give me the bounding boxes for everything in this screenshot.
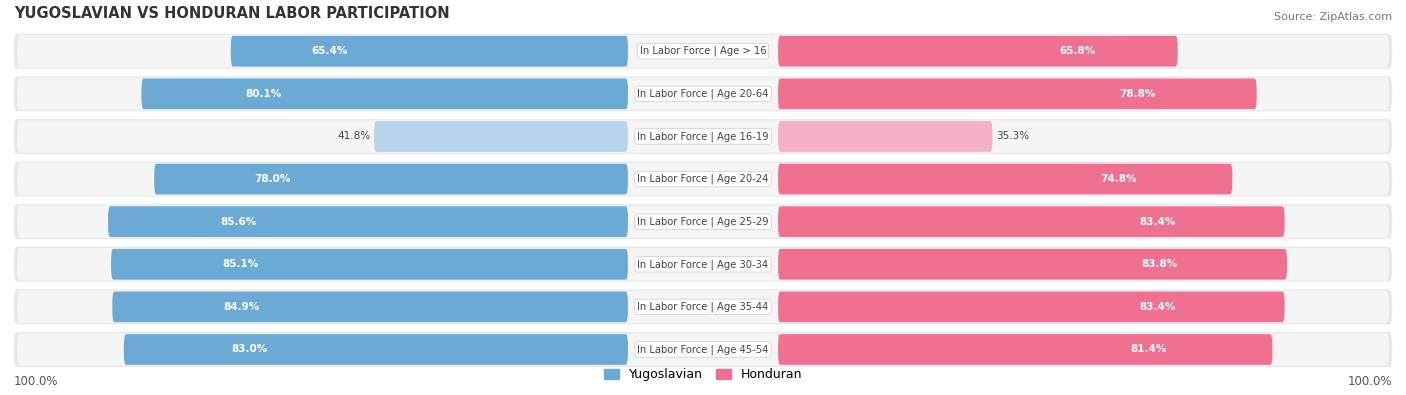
FancyBboxPatch shape — [778, 79, 1257, 109]
FancyBboxPatch shape — [111, 249, 628, 280]
FancyBboxPatch shape — [778, 206, 1285, 237]
FancyBboxPatch shape — [778, 292, 1285, 322]
Text: 85.6%: 85.6% — [219, 217, 256, 227]
FancyBboxPatch shape — [14, 290, 1392, 324]
Text: 35.3%: 35.3% — [995, 132, 1029, 141]
FancyBboxPatch shape — [17, 78, 1389, 110]
Text: In Labor Force | Age 30-34: In Labor Force | Age 30-34 — [637, 259, 769, 269]
Text: 83.4%: 83.4% — [1140, 302, 1177, 312]
Text: In Labor Force | Age 20-24: In Labor Force | Age 20-24 — [637, 174, 769, 184]
FancyBboxPatch shape — [108, 206, 628, 237]
FancyBboxPatch shape — [778, 334, 1272, 365]
FancyBboxPatch shape — [142, 79, 628, 109]
Text: In Labor Force | Age 16-19: In Labor Force | Age 16-19 — [637, 131, 769, 142]
FancyBboxPatch shape — [14, 332, 1392, 367]
FancyBboxPatch shape — [124, 334, 628, 365]
Text: 100.0%: 100.0% — [14, 375, 58, 388]
Text: 65.8%: 65.8% — [1060, 46, 1095, 56]
Text: 41.8%: 41.8% — [337, 132, 371, 141]
FancyBboxPatch shape — [778, 164, 1232, 194]
Text: 81.4%: 81.4% — [1130, 344, 1167, 354]
FancyBboxPatch shape — [14, 119, 1392, 154]
Text: In Labor Force | Age 45-54: In Labor Force | Age 45-54 — [637, 344, 769, 355]
Text: 65.4%: 65.4% — [312, 46, 349, 56]
Text: 84.9%: 84.9% — [224, 302, 259, 312]
Text: 100.0%: 100.0% — [1348, 375, 1392, 388]
Text: 74.8%: 74.8% — [1101, 174, 1137, 184]
FancyBboxPatch shape — [17, 291, 1389, 323]
Legend: Yugoslavian, Honduran: Yugoslavian, Honduran — [599, 363, 807, 386]
FancyBboxPatch shape — [17, 120, 1389, 152]
Text: 83.8%: 83.8% — [1142, 259, 1178, 269]
Text: YUGOSLAVIAN VS HONDURAN LABOR PARTICIPATION: YUGOSLAVIAN VS HONDURAN LABOR PARTICIPAT… — [14, 6, 450, 21]
Text: 78.0%: 78.0% — [254, 174, 291, 184]
FancyBboxPatch shape — [231, 36, 628, 67]
FancyBboxPatch shape — [374, 121, 628, 152]
Text: In Labor Force | Age 35-44: In Labor Force | Age 35-44 — [637, 302, 769, 312]
Text: 83.4%: 83.4% — [1140, 217, 1177, 227]
FancyBboxPatch shape — [778, 121, 993, 152]
FancyBboxPatch shape — [155, 164, 628, 194]
FancyBboxPatch shape — [14, 162, 1392, 197]
FancyBboxPatch shape — [14, 247, 1392, 282]
Text: 83.0%: 83.0% — [232, 344, 269, 354]
FancyBboxPatch shape — [14, 204, 1392, 239]
Text: In Labor Force | Age > 16: In Labor Force | Age > 16 — [640, 46, 766, 56]
Text: Source: ZipAtlas.com: Source: ZipAtlas.com — [1274, 12, 1392, 22]
Text: 80.1%: 80.1% — [245, 89, 281, 99]
FancyBboxPatch shape — [17, 205, 1389, 238]
FancyBboxPatch shape — [17, 333, 1389, 366]
Text: In Labor Force | Age 20-64: In Labor Force | Age 20-64 — [637, 88, 769, 99]
FancyBboxPatch shape — [112, 292, 628, 322]
FancyBboxPatch shape — [17, 248, 1389, 280]
FancyBboxPatch shape — [778, 249, 1286, 280]
FancyBboxPatch shape — [14, 34, 1392, 69]
FancyBboxPatch shape — [14, 76, 1392, 111]
Text: In Labor Force | Age 25-29: In Labor Force | Age 25-29 — [637, 216, 769, 227]
FancyBboxPatch shape — [17, 163, 1389, 195]
Text: 85.1%: 85.1% — [222, 259, 259, 269]
FancyBboxPatch shape — [778, 36, 1178, 67]
FancyBboxPatch shape — [17, 35, 1389, 68]
Text: 78.8%: 78.8% — [1119, 89, 1156, 99]
